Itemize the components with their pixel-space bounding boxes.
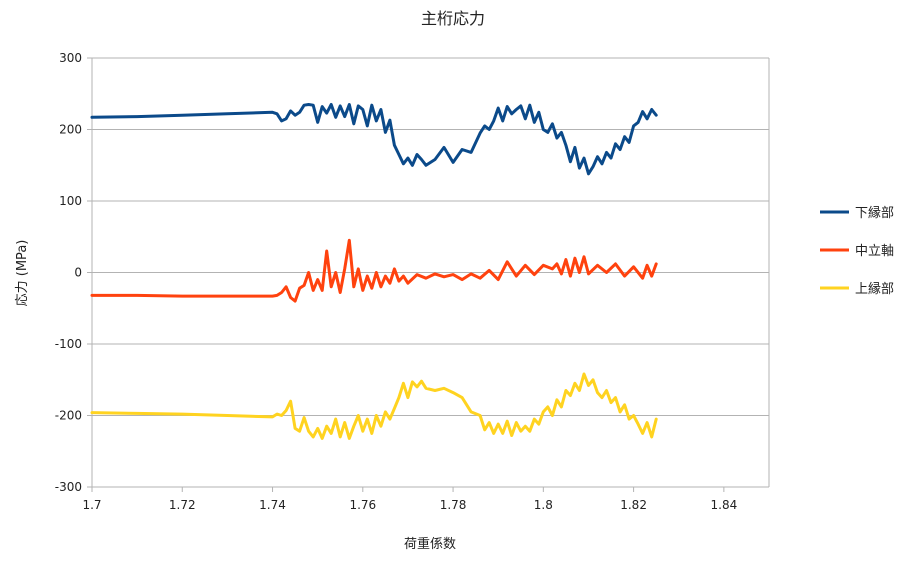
- y-tick-label: 0: [74, 266, 82, 280]
- x-tick-label: 1.72: [169, 498, 196, 512]
- y-tick-label: 200: [59, 123, 82, 137]
- axes: [87, 57, 770, 492]
- x-tick-labels: 1.7 1.72 1.74 1.76 1.78 1.8 1.82 1.84: [82, 498, 737, 512]
- x-tick-label: 1.8: [534, 498, 553, 512]
- y-tick-labels: 300 200 100 0 -100 -200 -300: [55, 51, 82, 494]
- legend-label: 中立軸: [855, 244, 894, 259]
- x-tick-label: 1.76: [349, 498, 376, 512]
- series-line-2: [90, 238, 658, 303]
- legend-label: 下縁部: [855, 205, 894, 221]
- y-axis-label: 応力 (MPa): [15, 240, 30, 307]
- y-tick-label: 300: [59, 51, 82, 65]
- x-tick-label: 1.74: [259, 498, 286, 512]
- y-tick-label: -200: [55, 409, 82, 423]
- chart-title: 主桁応力: [421, 9, 485, 28]
- series-line-3: [90, 372, 658, 440]
- y-tick-label: -100: [55, 337, 82, 351]
- y-tick-label: -300: [55, 480, 82, 494]
- series-line-1: [90, 103, 658, 176]
- x-tick-label: 1.82: [620, 498, 647, 512]
- series-lines: [90, 103, 658, 440]
- y-tick-label: 100: [59, 194, 82, 208]
- gridlines: [92, 57, 769, 488]
- x-tick-label: 1.84: [711, 498, 738, 512]
- x-tick-label: 1.78: [440, 498, 467, 512]
- x-tick-label: 1.7: [82, 498, 101, 512]
- x-axis-label: 荷重係数: [404, 536, 456, 552]
- legend-label: 上縁部: [855, 281, 894, 297]
